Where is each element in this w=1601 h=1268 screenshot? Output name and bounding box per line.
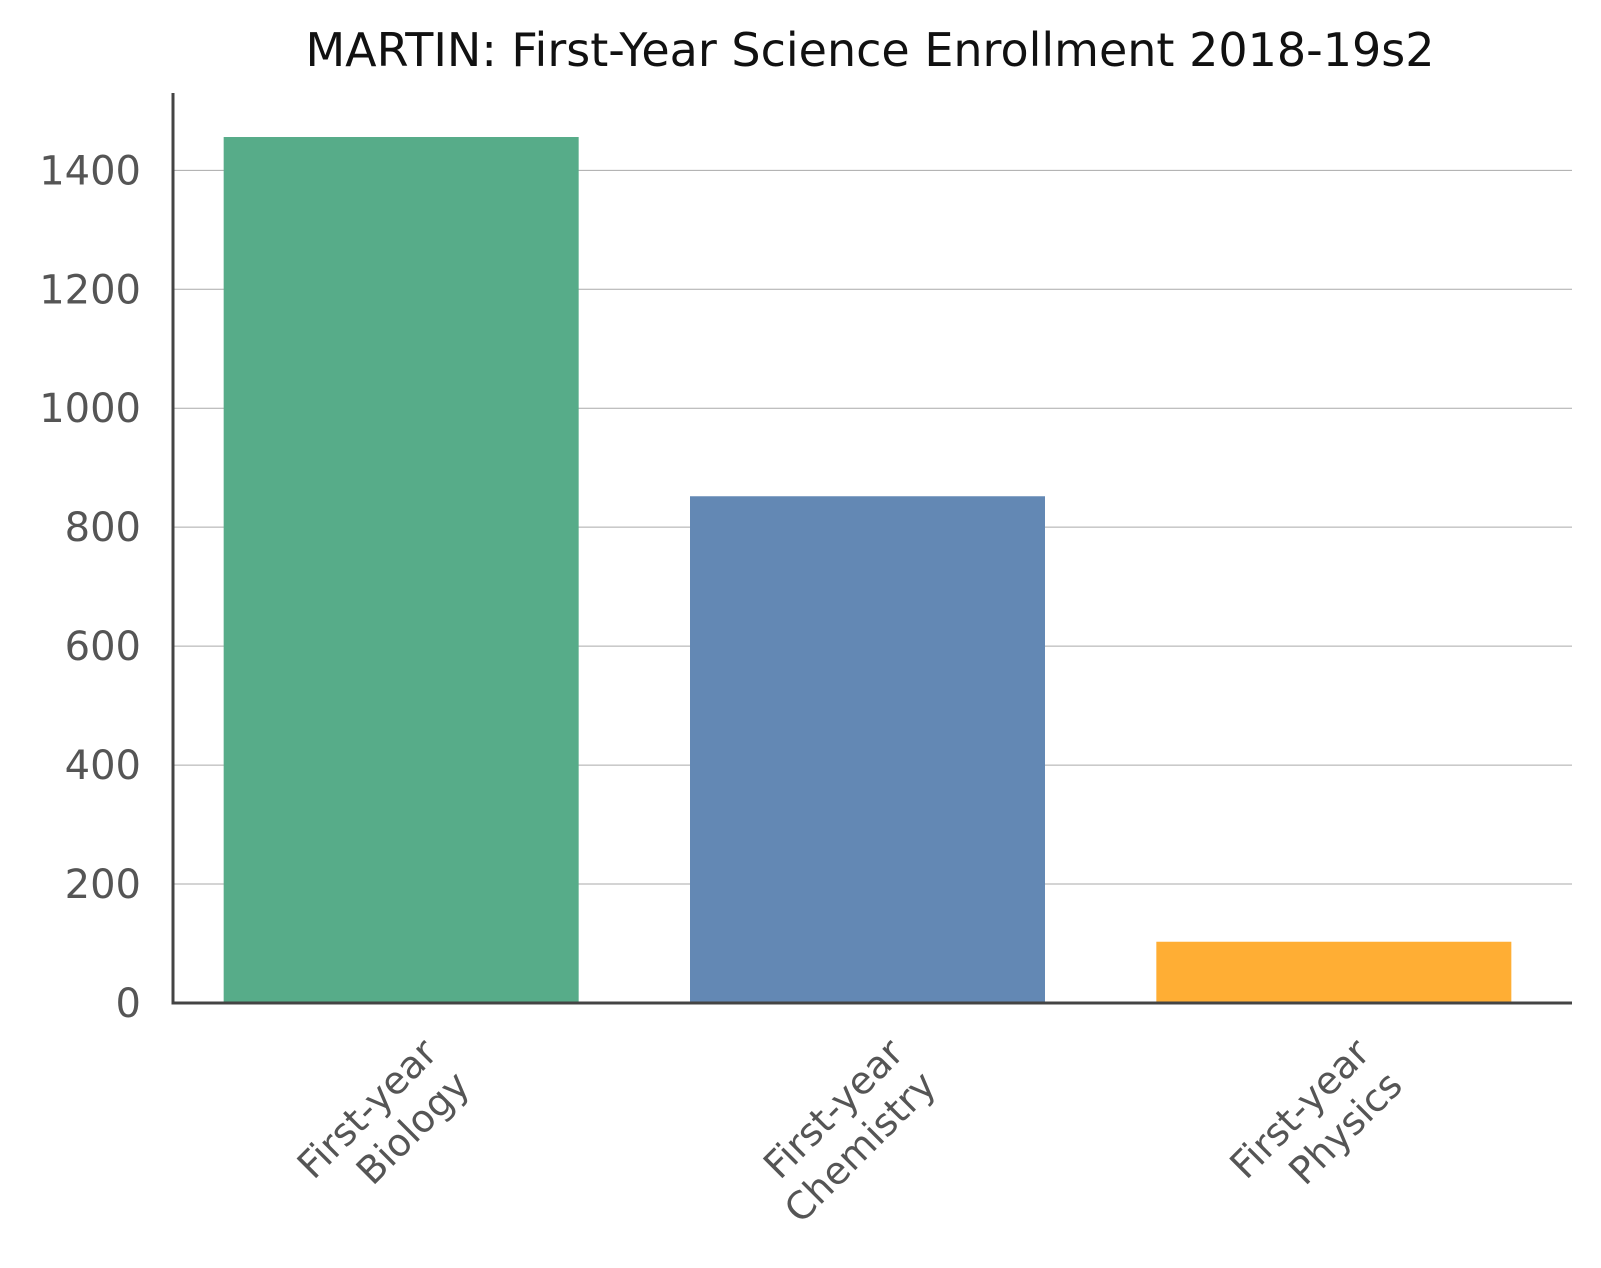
y-tick-label: 0 [116, 981, 141, 1027]
y-tick-label: 600 [65, 624, 141, 670]
y-tick-label: 800 [65, 505, 141, 551]
y-axis-ticks: 0 200 400 600 800 1000 1200 1400 [39, 148, 141, 1027]
y-tick-label: 400 [65, 743, 141, 789]
bars [223, 137, 1512, 1004]
bar[interactable] [690, 496, 1045, 1003]
y-tick-label: 1000 [39, 386, 141, 432]
chart-title: MARTIN: First-Year Science Enrollment 20… [305, 23, 1434, 77]
axes [171, 93, 1572, 1005]
bar[interactable] [1156, 941, 1512, 1003]
y-tick-label: 200 [65, 862, 141, 908]
bar[interactable] [223, 137, 579, 1004]
y-tick-label: 1400 [39, 148, 141, 194]
y-tick-label: 1200 [39, 267, 141, 313]
